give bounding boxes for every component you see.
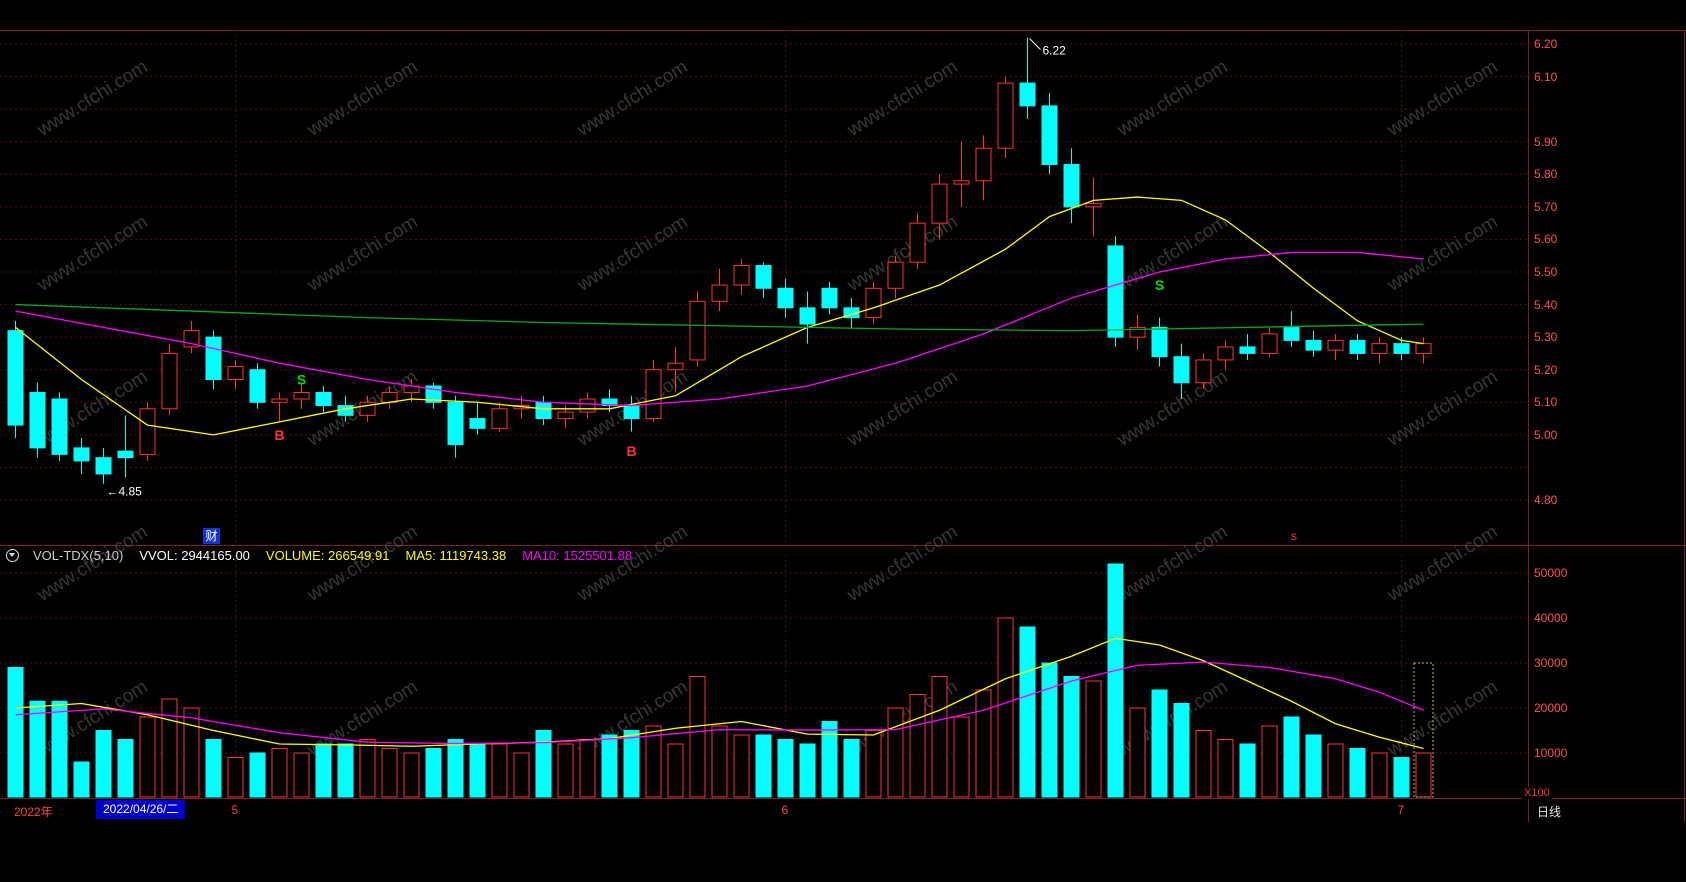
indicator-header[interactable]: VOL-TDX(5,10) VVOL: 2944165.00 VOLUME: 266… (6, 548, 632, 563)
month-marker: 7 (1397, 803, 1405, 817)
volume-axis-label: 50000 (1534, 566, 1568, 580)
frame-bottom-line (0, 798, 1686, 799)
price-axis-label: 6.10 (1534, 69, 1558, 84)
svg-text:←4.85: ←4.85 (107, 485, 143, 499)
indicator-field-1: VVOL: 2944165.00 (139, 548, 250, 563)
cursor-date-display: 2022/04/26/二 (96, 800, 186, 819)
axis-separator-line (1528, 30, 1529, 822)
svg-text:6.22: 6.22 (1043, 43, 1067, 57)
price-axis-label: 5.60 (1534, 232, 1558, 247)
indicator-collapse-icon[interactable] (6, 549, 19, 562)
price-axis-label: 6.20 (1534, 37, 1558, 51)
volume-axis-label: 10000 (1534, 746, 1568, 760)
price-axis-label: 5.70 (1534, 199, 1558, 214)
frame-top-line (0, 30, 1686, 31)
month-marker: 5 (231, 803, 239, 817)
price-axis-label: 5.50 (1534, 265, 1558, 279)
price-axis-label: 4.80 (1534, 493, 1558, 507)
month-marker: 6 (781, 803, 789, 817)
indicator-values: VOL-TDX(5,10) VVOL: 2944165.00 VOLUME: 266… (33, 548, 632, 563)
svg-text:B: B (626, 443, 636, 459)
volume-chart[interactable] (0, 545, 1528, 798)
price-axis-label: 5.20 (1534, 362, 1558, 377)
svg-text:S: S (1155, 277, 1164, 293)
volume-unit-label: X100 (1522, 787, 1552, 799)
cai-badge: 财 (203, 528, 220, 544)
price-axis-label: 5.10 (1534, 395, 1558, 410)
indicator-field-2: VOLUME: 266549.91 (265, 548, 390, 563)
volume-axis-label: 20000 (1534, 701, 1568, 715)
svg-text:S: S (297, 371, 306, 387)
indicator-field-4: MA10: 1525501.88 (522, 548, 633, 563)
svg-text:B: B (274, 427, 284, 443)
period-selector[interactable]: 日线 (1537, 805, 1562, 819)
price-axis-label: 5.40 (1534, 297, 1558, 312)
price-axis-label: 5.80 (1534, 167, 1558, 182)
volume-axis-label: 40000 (1534, 611, 1568, 625)
pane-divider-line (0, 545, 1686, 546)
price-axis-label: 5.00 (1534, 427, 1558, 442)
price-candlestick-chart[interactable]: B S B S 6.22 ←4.85 (0, 30, 1528, 545)
volume-axis-label: 30000 (1534, 656, 1568, 670)
price-axis-label: 5.90 (1534, 134, 1558, 149)
year-label: 2022年 (14, 805, 53, 819)
indicator-field-3: MA5: 1119743.38 (405, 548, 507, 563)
price-axis-label: 5.30 (1534, 330, 1558, 345)
red-s-mark: s (1291, 529, 1297, 543)
frame-right-line (1684, 30, 1685, 822)
bottom-date-bar: 2022年 2022/04/26/二 5 6 7 日线 (0, 799, 1686, 822)
indicator-field-0: VOL-TDX(5,10) (33, 548, 124, 563)
